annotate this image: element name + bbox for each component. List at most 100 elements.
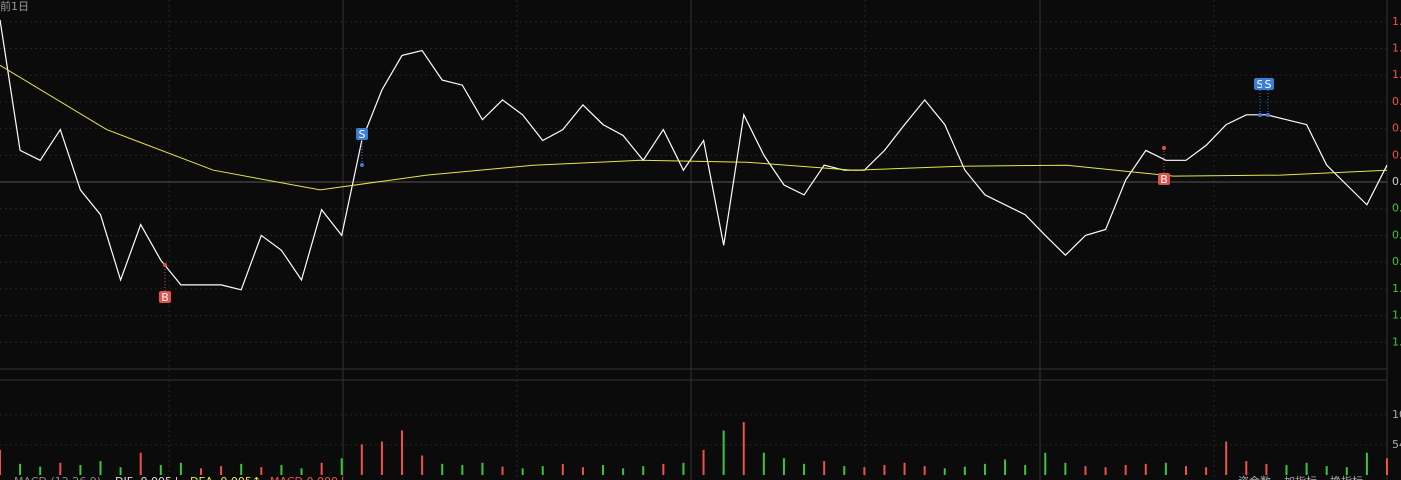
marker-dot bbox=[360, 163, 364, 167]
volume-bar bbox=[1024, 464, 1027, 475]
marker-label: S bbox=[1257, 78, 1264, 91]
marker-label: S bbox=[1265, 78, 1272, 91]
y-tick-label: 1. bbox=[1392, 282, 1401, 295]
volume-bar bbox=[883, 464, 886, 475]
marker-dot bbox=[1258, 113, 1262, 117]
volume-bar bbox=[360, 444, 363, 475]
volume-bar bbox=[380, 441, 383, 475]
macd-value: MACD 0.000↓ bbox=[270, 475, 347, 480]
y-tick-label: 1. bbox=[1392, 335, 1401, 348]
volume-bar bbox=[79, 464, 82, 475]
marker-dot bbox=[163, 263, 167, 267]
y-tick-label: 0. bbox=[1392, 95, 1401, 108]
volume-bar bbox=[0, 449, 1, 475]
volume-bar bbox=[843, 466, 846, 475]
volume-bar bbox=[722, 430, 725, 475]
volume-bar bbox=[1305, 462, 1308, 475]
y-tick-label: 1. bbox=[1392, 309, 1401, 322]
y-tick-label: 0. bbox=[1392, 202, 1401, 215]
marker-label: S bbox=[359, 128, 366, 141]
period-label: 前1日 bbox=[0, 0, 29, 13]
y-tick-label: 0. bbox=[1392, 255, 1401, 268]
volume-bar bbox=[983, 463, 986, 475]
volume-bar bbox=[581, 467, 584, 475]
volume-bar bbox=[662, 463, 665, 475]
volume-bar bbox=[99, 461, 102, 475]
marker-badge bbox=[356, 128, 368, 140]
volume-bar bbox=[702, 449, 705, 475]
marker-badge bbox=[1262, 78, 1274, 90]
volume-bar bbox=[39, 466, 42, 475]
volume-bar bbox=[280, 464, 283, 475]
volume-bar bbox=[481, 462, 484, 475]
volume-bar bbox=[320, 462, 323, 475]
series-line bbox=[0, 64, 1388, 191]
volume-bar bbox=[1124, 464, 1127, 475]
volume-bar bbox=[541, 466, 544, 475]
volume-bar bbox=[1084, 466, 1087, 475]
volume-bar bbox=[200, 468, 203, 475]
volume-bar bbox=[220, 466, 223, 475]
volume-bar bbox=[742, 422, 745, 475]
y-tick-label: 1. bbox=[1392, 68, 1401, 81]
volume-bar bbox=[1386, 458, 1388, 475]
y-tick-label: 0. bbox=[1392, 122, 1401, 135]
volume-bar bbox=[682, 462, 685, 475]
volume-tick-label: 54 bbox=[1392, 438, 1401, 451]
volume-bar bbox=[923, 466, 926, 475]
volume-bar bbox=[903, 462, 906, 475]
y-tick-label: 0. bbox=[1392, 228, 1401, 241]
volume-bar bbox=[1225, 441, 1228, 475]
marker-dot bbox=[1266, 113, 1270, 117]
volume-bar bbox=[622, 468, 625, 475]
volume-bar bbox=[561, 463, 564, 475]
volume-bar bbox=[1064, 462, 1067, 475]
toolbar-button[interactable]: 加指标 bbox=[1284, 474, 1317, 480]
volume-bar bbox=[1104, 467, 1107, 475]
volume-bar bbox=[139, 452, 142, 475]
volume-bar bbox=[642, 466, 645, 475]
macd-dif: DIF -0.005↓ bbox=[115, 475, 181, 480]
volume-bar bbox=[963, 466, 966, 475]
volume-tick-label: 10 bbox=[1392, 408, 1401, 421]
volume-bar bbox=[1044, 452, 1047, 475]
volume-bar bbox=[943, 468, 946, 475]
volume-bar bbox=[803, 463, 806, 475]
y-tick-label: 0. bbox=[1392, 148, 1401, 161]
macd-dea: DEA -0.005↑ bbox=[190, 475, 261, 480]
volume-bar bbox=[1144, 463, 1147, 475]
volume-bar bbox=[1325, 466, 1328, 475]
volume-bar bbox=[159, 464, 162, 475]
volume-bar bbox=[179, 462, 182, 475]
marker-label: B bbox=[161, 291, 169, 304]
series-line bbox=[0, 19, 1388, 291]
volume-bar bbox=[762, 452, 765, 475]
marker-label: B bbox=[1160, 173, 1168, 186]
volume-bar bbox=[240, 463, 243, 475]
y-tick-label: 0. bbox=[1392, 175, 1401, 188]
marker-badge bbox=[1158, 173, 1170, 185]
marker-badge bbox=[159, 291, 171, 303]
toolbar-button[interactable]: 换指标 bbox=[1330, 474, 1363, 480]
toolbar-button[interactable]: 资金数 bbox=[1238, 474, 1271, 480]
volume-bar bbox=[59, 462, 62, 475]
volume-bar bbox=[300, 468, 303, 475]
volume-bar bbox=[1164, 462, 1167, 475]
volume-bar bbox=[1365, 452, 1368, 475]
y-tick-label: 1. bbox=[1392, 15, 1401, 28]
volume-bar bbox=[782, 458, 785, 475]
volume-bar bbox=[260, 467, 263, 475]
volume-bar bbox=[461, 464, 464, 475]
volume-bar bbox=[1004, 459, 1007, 475]
volume-bar bbox=[1184, 466, 1187, 475]
volume-bar bbox=[340, 458, 343, 475]
volume-bar bbox=[421, 455, 424, 475]
volume-bar bbox=[19, 463, 22, 475]
volume-bar bbox=[863, 467, 866, 475]
volume-bar bbox=[401, 430, 404, 475]
volume-bar bbox=[441, 463, 444, 475]
volume-bar bbox=[1205, 467, 1208, 475]
volume-bar bbox=[1285, 464, 1288, 475]
volume-bar bbox=[1265, 463, 1268, 475]
